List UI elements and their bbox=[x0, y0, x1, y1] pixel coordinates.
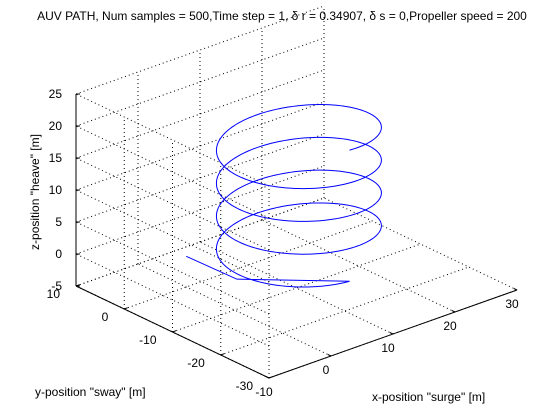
x-tick-label: 30 bbox=[505, 297, 519, 311]
z-tick-label: 15 bbox=[49, 151, 63, 165]
y-tick-label: 10 bbox=[47, 287, 61, 301]
y-tick-label: -10 bbox=[139, 333, 157, 347]
x-tick-label: 10 bbox=[381, 341, 395, 355]
chart-title: AUV PATH, Num samples = 500,Time step = … bbox=[37, 9, 527, 23]
x-tick-label: 20 bbox=[443, 319, 457, 333]
x-tick bbox=[265, 376, 270, 379]
x-tick bbox=[327, 354, 332, 357]
z-tick-label: 20 bbox=[49, 119, 63, 133]
y-tick bbox=[268, 376, 273, 379]
x-tick-label: -10 bbox=[255, 385, 273, 399]
y-tick-label: -30 bbox=[236, 379, 254, 393]
z-tick-label: 10 bbox=[49, 183, 63, 197]
z-axis-label: z-position "heave" [m] bbox=[28, 134, 42, 250]
y-tick bbox=[124, 307, 128, 310]
x-tick bbox=[389, 332, 394, 335]
series-layer bbox=[186, 104, 382, 288]
x-tick bbox=[513, 288, 518, 291]
auv-path-line bbox=[186, 104, 382, 288]
x-axis-label: x-position "surge" [m] bbox=[372, 390, 485, 404]
z-tick-label: 25 bbox=[49, 87, 63, 101]
z-tick-label: 5 bbox=[55, 215, 62, 229]
y-tick bbox=[172, 330, 177, 333]
z-tick-label: 0 bbox=[55, 247, 62, 261]
y-tick-label: 0 bbox=[102, 310, 109, 324]
x-tick-label: 0 bbox=[323, 363, 330, 377]
x-tick bbox=[451, 310, 456, 313]
y-tick bbox=[220, 353, 225, 356]
y-axis-label: y-position "sway" [m] bbox=[35, 385, 146, 399]
y-tick-label: -20 bbox=[187, 356, 205, 370]
z-tick-label: -5 bbox=[51, 279, 62, 293]
